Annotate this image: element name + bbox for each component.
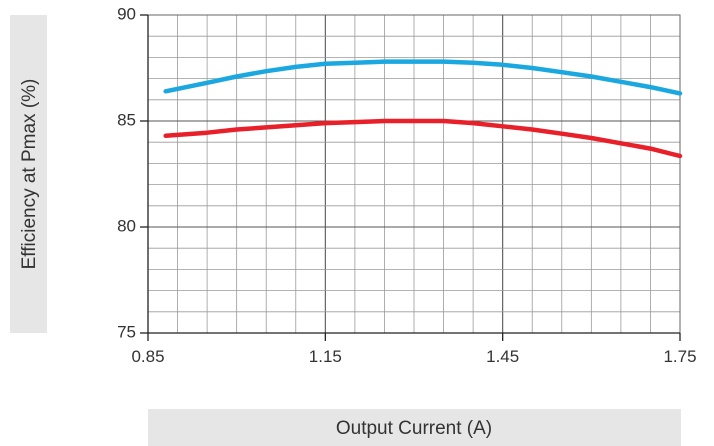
y-tick-label: 80 [117, 216, 136, 235]
series-layer [163, 59, 683, 159]
y-tick-label: 85 [117, 110, 136, 129]
y-axis-title-box [10, 15, 47, 333]
tick-labels: 75 80 85 90 0.85 1.15 1.45 1.75 [117, 4, 696, 366]
series-line-2 [163, 118, 683, 159]
x-tick-label: 1.45 [486, 347, 519, 366]
x-tick-label: 1.75 [663, 347, 696, 366]
x-tick-label: 0.85 [131, 347, 164, 366]
x-axis-title-box [148, 409, 681, 446]
y-axis-title: Efficiency at Pmax (%) [19, 79, 40, 270]
x-axis-title: Output Current (A) [336, 418, 492, 439]
series-line-1 [163, 59, 683, 96]
x-tick-label: 1.15 [309, 347, 342, 366]
y-tick-label: 90 [117, 4, 136, 23]
y-tick-label: 75 [117, 322, 136, 341]
axes [140, 14, 681, 341]
grid [148, 15, 680, 333]
